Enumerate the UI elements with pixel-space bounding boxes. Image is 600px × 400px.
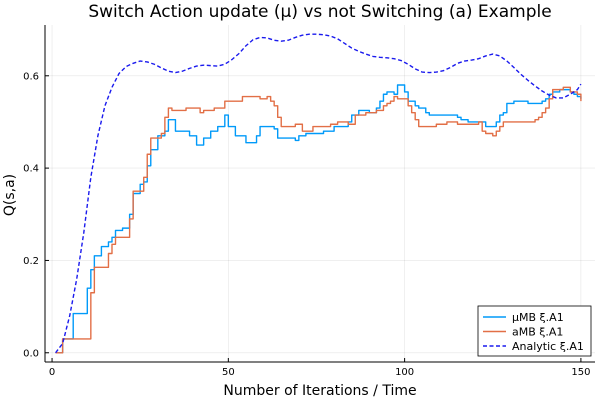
series-line-2 bbox=[55, 33, 582, 354]
y-tick-label: 0.4 bbox=[23, 164, 39, 175]
series-line-0 bbox=[55, 84, 582, 354]
y-tick-label: 0.0 bbox=[23, 348, 39, 359]
y-tick-label: 0.2 bbox=[23, 256, 39, 267]
grid bbox=[45, 25, 595, 362]
y-tick-label: 0.6 bbox=[23, 71, 39, 82]
chart-title: Switch Action update (μ) vs not Switchin… bbox=[88, 2, 551, 22]
x-tick-label: 150 bbox=[571, 367, 590, 378]
legend-label-0: μMB ξ.A1 bbox=[512, 311, 564, 324]
x-tick-label: 100 bbox=[395, 367, 414, 378]
series-layer bbox=[55, 33, 582, 354]
x-axis-label: Number of Iterations / Time bbox=[223, 383, 416, 399]
x-tick-label: 50 bbox=[222, 367, 235, 378]
series-line-1 bbox=[55, 86, 582, 354]
legend-label-1: aMB ξ.A1 bbox=[512, 326, 563, 339]
x-tick-label: 0 bbox=[49, 367, 55, 378]
y-axis-label: Q(s,a) bbox=[2, 174, 18, 216]
legend-label-2: Analytic ξ.A1 bbox=[512, 340, 584, 353]
plot-frame bbox=[44, 25, 595, 363]
ticks: 0 50 100 150 0.0 0.2 0.4 0.6 bbox=[23, 71, 590, 378]
